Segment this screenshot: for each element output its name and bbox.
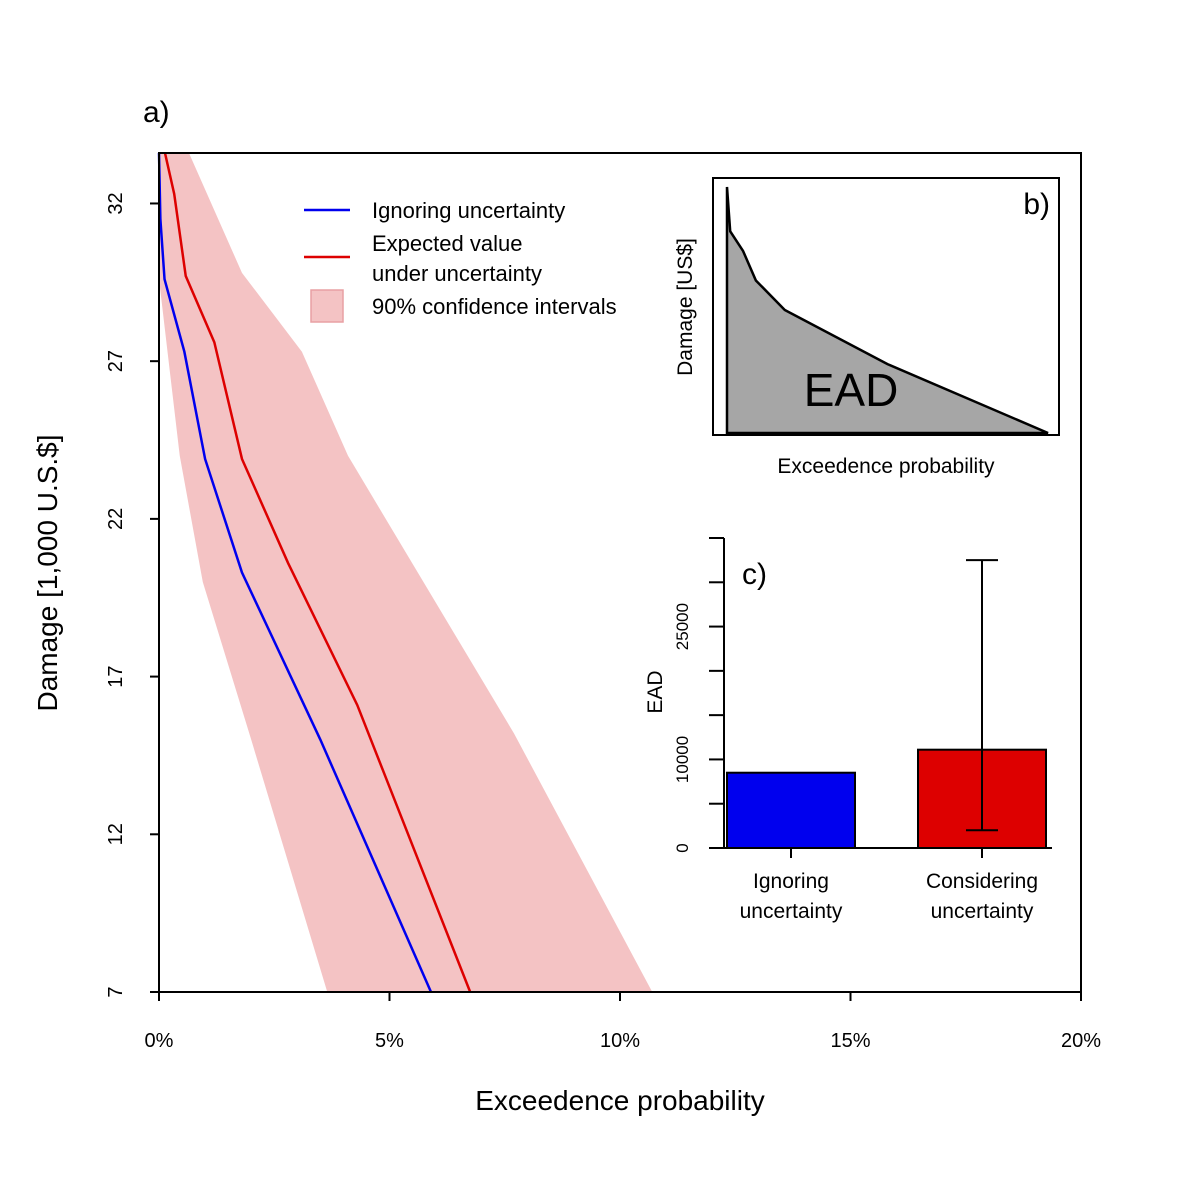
error-bar	[966, 559, 998, 832]
legend-swatch-band	[310, 289, 344, 323]
legend-label-expected-1: Expected value	[372, 231, 522, 256]
y-tick-label: 12	[105, 823, 127, 845]
inset-c-y-axis: 0 10000 25000	[673, 537, 725, 853]
y-tick-label: 7	[105, 986, 127, 997]
inset-c-x-axis: Ignoring uncertainty Considering uncertaint…	[740, 848, 1038, 923]
x-tick-label: 20%	[1061, 1030, 1101, 1052]
inset-c-y-tick-label: 0	[673, 843, 692, 852]
legend: Ignoring uncertainty Expected value unde…	[304, 198, 617, 323]
x-tick-label: 5%	[375, 1030, 404, 1052]
inset-ead-schematic: b) EAD Exceedence probability Damage [US…	[674, 177, 1060, 478]
inset-c-y-title: EAD	[644, 670, 667, 713]
inset-c-category-label: Ignoring	[753, 870, 829, 893]
legend-label-band: 90% confidence intervals	[372, 294, 617, 319]
inset-c-category-label: Considering	[926, 870, 1038, 893]
confidence-band	[159, 153, 653, 992]
inset-c-category-label: uncertainty	[931, 900, 1034, 923]
panel-a-tag: a)	[143, 96, 170, 129]
panel-c-tag: c)	[742, 558, 767, 591]
y-axis-title: Damage [1,000 U.S.$]	[32, 434, 63, 711]
inset-c-y-tick-label: 25000	[673, 603, 692, 650]
inset-c-category-label: uncertainty	[740, 900, 843, 923]
ead-annotation: EAD	[804, 364, 899, 416]
inset-ead-bars: 0 10000 25000 Ignoring uncertainty Consideri…	[644, 537, 1052, 923]
series-line-ignoring	[157, 152, 433, 993]
x-axis: 0% 5% 10% 15% 20%	[145, 992, 1101, 1052]
x-tick-label: 15%	[830, 1030, 870, 1052]
inset-c-y-tick-label: 10000	[673, 736, 692, 783]
bar-0	[726, 771, 856, 850]
legend-label-expected-2: under uncertainty	[372, 261, 542, 286]
y-tick-label: 22	[105, 508, 127, 530]
inset-b-x-title: Exceedence probability	[777, 455, 995, 478]
legend-label-ignoring: Ignoring uncertainty	[372, 198, 565, 223]
y-tick-label: 32	[105, 192, 127, 214]
series-line-expected	[163, 152, 472, 993]
bars	[720, 748, 1052, 850]
x-tick-label: 0%	[145, 1030, 174, 1052]
panel-b-tag: b)	[1023, 188, 1050, 221]
y-tick-label: 17	[105, 665, 127, 687]
main-chart: a) 0% 5% 10% 15% 20% 7 12 17 22 27 32 Exceedence …	[32, 96, 1101, 1116]
ead-area	[725, 186, 1049, 435]
x-tick-label: 10%	[600, 1030, 640, 1052]
x-axis-title: Exceedence probability	[475, 1085, 765, 1116]
y-axis: 7 12 17 22 27 32	[105, 192, 159, 998]
y-tick-label: 27	[105, 350, 127, 372]
inset-b-y-title: Damage [US$]	[674, 238, 697, 376]
